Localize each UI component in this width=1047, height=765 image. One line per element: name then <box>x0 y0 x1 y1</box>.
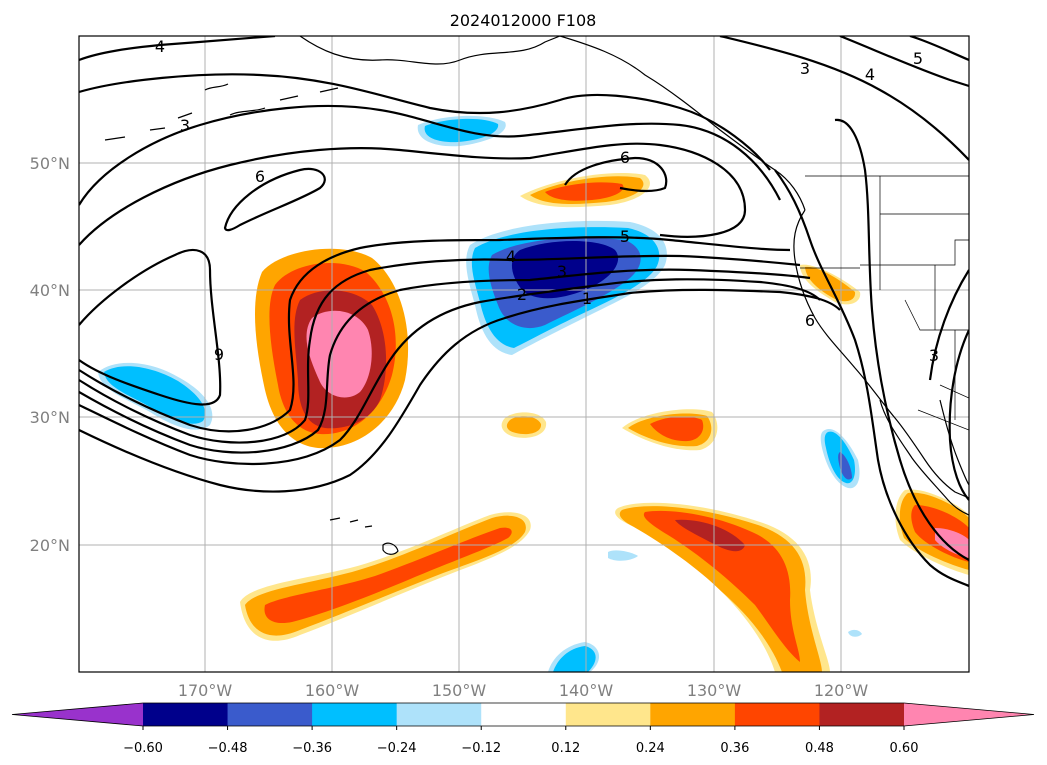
contour-label: 3 <box>557 262 567 281</box>
colorbar-segment <box>312 703 398 726</box>
map-content: 4 3 6 6 4 5 3 2 1 3 4 5 9 3 6 <box>79 36 969 672</box>
negative-anomaly-tiny-2 <box>848 629 862 637</box>
gulf-coast <box>939 399 969 486</box>
colorbar-tick-label: −0.60 <box>123 741 163 756</box>
latitude-labels: 50°N 40°N 30°N 20°N <box>30 154 70 555</box>
lat-label: 40°N <box>30 281 70 300</box>
colorbar-segment <box>396 703 482 726</box>
hawaii <box>329 517 399 555</box>
lat-label: 30°N <box>30 408 70 427</box>
lon-label: 130°W <box>687 681 742 700</box>
contour-label: 6 <box>805 311 815 330</box>
positive-anomaly-north-inner <box>545 182 624 201</box>
contour-label: 6 <box>620 148 630 167</box>
contour-labels: 4 3 6 6 4 5 3 2 1 3 4 5 9 3 6 <box>155 37 939 365</box>
longitude-labels: 170°W 160°W 150°W 140°W 130°W 120°W <box>178 681 869 700</box>
colorbar: −0.60 −0.48 −0.36 −0.24 −0.12 0.12 0.24 0.36 0.4… <box>11 702 1035 756</box>
map-frame <box>78 35 970 673</box>
colorbar-segment <box>565 703 651 726</box>
lon-label: 170°W <box>178 681 233 700</box>
colorbar-extend-max <box>904 703 1034 726</box>
colorbar-tick-label: −0.24 <box>377 741 417 756</box>
colorbar-segment <box>143 703 229 726</box>
colorbar-tick-label: −0.36 <box>292 741 332 756</box>
lon-label: 150°W <box>432 681 487 700</box>
map-area <box>79 36 969 672</box>
contour-label: 3 <box>800 59 810 78</box>
coastlines <box>104 36 969 555</box>
colorbar-tick-label: −0.12 <box>461 741 501 756</box>
lon-label: 140°W <box>559 681 614 700</box>
lat-label: 20°N <box>30 536 70 555</box>
colorbar-segment <box>481 703 567 726</box>
colorbar-tick-label: 0.36 <box>720 741 749 756</box>
lon-label: 160°W <box>305 681 360 700</box>
colorbar-tick-label: 0.12 <box>551 741 580 756</box>
contour-label: 6 <box>255 167 265 186</box>
positive-anomaly-small-inner <box>506 416 542 435</box>
colorbar-tick-label: −0.48 <box>208 741 248 756</box>
alaska-coast <box>299 36 561 65</box>
graticule <box>79 36 969 672</box>
contour-label: 3 <box>929 346 939 365</box>
negative-anomaly-south-inner <box>553 646 596 672</box>
contour-label: 9 <box>214 345 224 364</box>
colorbar-segment <box>819 703 905 726</box>
alaska-panhandle-coast <box>559 36 806 211</box>
map-title: 2024012000 F108 <box>450 11 597 30</box>
colorbar-segment <box>650 703 736 726</box>
positive-anomaly-far-southeast-core <box>935 528 969 558</box>
anomaly-shading <box>98 115 969 672</box>
colorbar-segment <box>227 703 313 726</box>
positive-anomaly-central-peak <box>306 310 372 398</box>
contour-label: 4 <box>865 65 875 84</box>
negative-anomaly-west-inner <box>104 366 206 424</box>
contour-label: 2 <box>517 285 527 304</box>
contour-label: 1 <box>582 289 592 308</box>
contour-label: 5 <box>913 49 923 68</box>
colorbar-segment <box>734 703 820 726</box>
lon-label: 120°W <box>814 681 869 700</box>
west-coast <box>793 209 969 499</box>
contour-label: 4 <box>506 247 516 266</box>
negative-anomaly-tiny <box>608 550 638 561</box>
negative-anomaly-east-core <box>838 452 852 480</box>
colorbar-tick-label: 0.48 <box>805 741 834 756</box>
contour-label: 5 <box>620 227 630 246</box>
political-borders <box>800 175 969 431</box>
lat-label: 50°N <box>30 154 70 173</box>
negative-anomaly-northeast-core <box>511 241 619 299</box>
positive-anomaly-mid-core <box>650 416 704 442</box>
contour-label: 4 <box>155 37 165 56</box>
colorbar-extend-min <box>12 703 143 726</box>
contour-label: 3 <box>180 116 190 135</box>
height-contours <box>79 36 969 588</box>
colorbar-tick-label: 0.24 <box>636 741 665 756</box>
positive-anomaly-southeast-band-inner <box>643 510 800 662</box>
colorbar-tick-label: 0.60 <box>890 741 919 756</box>
positive-anomaly-southeast-band-core <box>675 519 745 552</box>
positive-anomaly-southwest-band-inner <box>264 527 512 624</box>
